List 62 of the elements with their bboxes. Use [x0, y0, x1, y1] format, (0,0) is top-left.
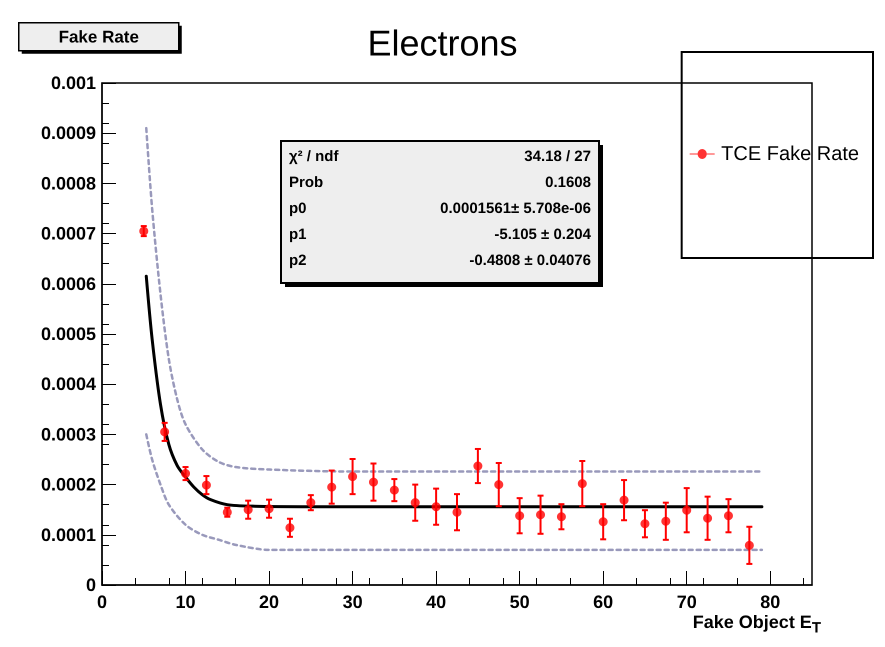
point [160, 427, 170, 436]
point [264, 504, 274, 514]
point [536, 510, 546, 520]
y-tick-label: 0.0009 [40, 123, 96, 144]
y-tick-label: 0.001 [50, 73, 96, 93]
point [432, 502, 441, 512]
y-tick-label: 0.0001 [40, 524, 96, 545]
line-series [145, 433, 764, 552]
y-tick-label: 0.0004 [40, 374, 96, 394]
annotation: Prob [289, 174, 324, 191]
point [473, 462, 482, 471]
point [744, 540, 754, 550]
point [515, 511, 524, 520]
x-tick-label: 40 [426, 592, 446, 612]
point [703, 514, 712, 523]
point [244, 505, 253, 514]
point [368, 478, 378, 487]
y-tick-label: 0.0006 [40, 274, 96, 294]
point [661, 516, 670, 526]
x-tick-label: 60 [593, 592, 614, 612]
x-tick-label: 80 [760, 592, 780, 612]
point [410, 498, 420, 508]
annotation: χ² / ndf [289, 148, 340, 165]
annotation: 0.0001561± 5.708e-06 [440, 200, 591, 217]
legend-label: TCE Fake Rate [721, 143, 860, 165]
x-tick-label: 20 [259, 592, 280, 612]
y-axis-title: Fake Rate [58, 27, 139, 46]
point [556, 512, 566, 522]
point [327, 482, 336, 492]
annotation: p0 [289, 200, 307, 217]
annotation: p1 [289, 226, 307, 243]
x-tick-label: 50 [510, 592, 530, 612]
point [494, 480, 504, 490]
x-axis-title: Fake Object E$_{T}$ [692, 612, 821, 637]
y-tick-label: 0 [86, 575, 96, 595]
annotation: -5.105 ± 0.204 [494, 226, 592, 243]
annotation: 34.18 / 27 [524, 148, 591, 165]
point [640, 519, 650, 528]
point [620, 496, 629, 505]
point [724, 511, 733, 520]
point [285, 523, 294, 532]
annotation: p2 [289, 252, 307, 269]
point [202, 480, 211, 490]
point [181, 469, 190, 478]
annotation: 0.1608 [545, 174, 591, 191]
y-tick-label: 0.0003 [40, 424, 96, 444]
point [578, 479, 587, 488]
chart-title: Electrons [367, 22, 518, 64]
point [598, 517, 608, 526]
point [348, 472, 358, 482]
point [682, 506, 692, 515]
y-tick-label: 0.0007 [40, 224, 96, 244]
x-tick-label: 10 [176, 592, 196, 612]
point [390, 486, 399, 495]
y-tick-label: 0.0008 [40, 173, 96, 194]
point [306, 498, 316, 508]
point [452, 508, 462, 517]
annotation: -0.4808 ± 0.04076 [469, 252, 591, 269]
y-tick-label: 0.0002 [40, 474, 96, 495]
y-tick-label: 0.0005 [40, 324, 96, 344]
x-tick-label: 30 [342, 592, 363, 612]
x-tick-label: 70 [676, 592, 697, 612]
